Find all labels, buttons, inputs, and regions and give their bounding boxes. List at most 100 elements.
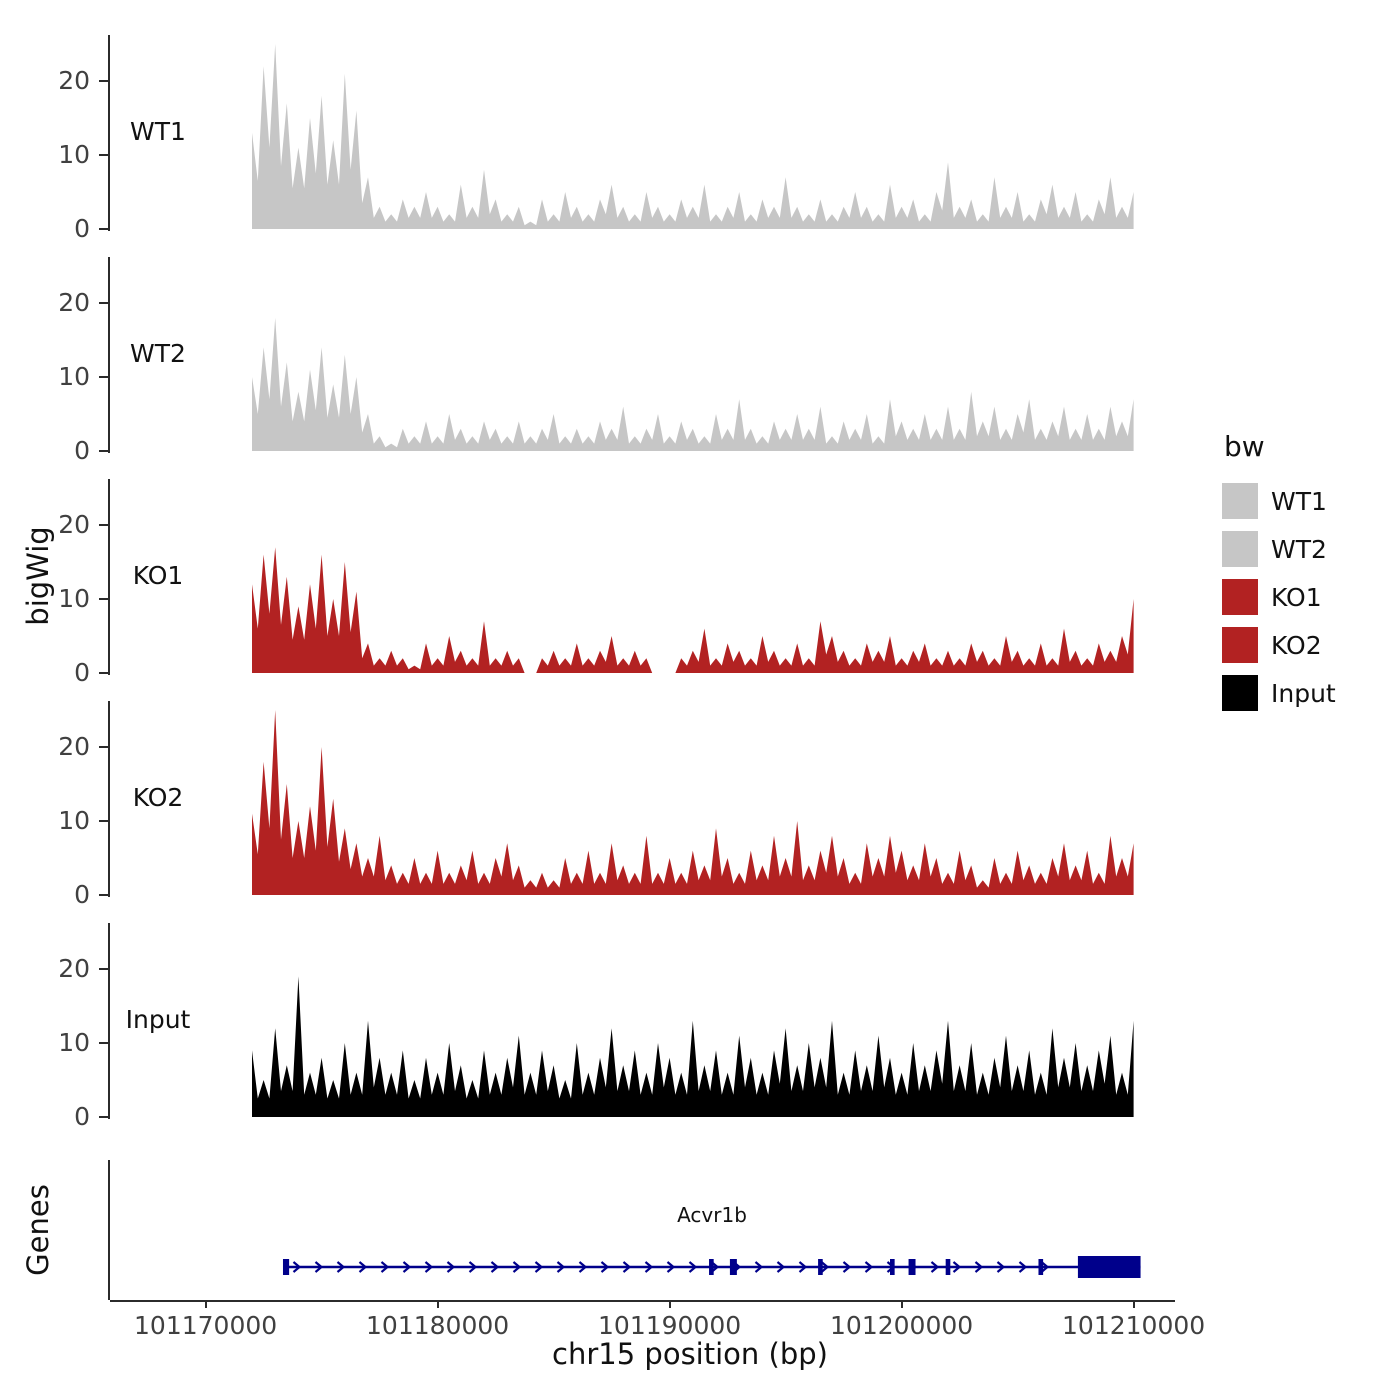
strand-arrow-icon	[292, 1261, 302, 1273]
genes-panel-title: Genes	[21, 1184, 55, 1276]
facet-label-wt2: WT2	[130, 339, 186, 368]
strand-arrow-icon	[336, 1261, 346, 1273]
strand-arrow-icon	[930, 1261, 940, 1273]
gene-exon	[709, 1259, 714, 1275]
strand-arrow-icon	[754, 1261, 764, 1273]
x-axis-title: chr15 position (bp)	[552, 1337, 828, 1371]
y-tick-mark	[99, 968, 108, 970]
legend: bw WT1 WT2 KO1 KO2 Input	[1222, 430, 1336, 717]
y-tick-mark	[99, 228, 108, 230]
coverage-polygon-ko2	[252, 710, 1134, 895]
x-tick-label: 101200000	[830, 1311, 974, 1340]
track-y-axis-line	[108, 257, 110, 453]
x-tick-label: 101170000	[134, 1311, 278, 1340]
legend-title: bw	[1224, 430, 1265, 463]
gene-start-bar	[282, 1259, 286, 1275]
x-tick-mark	[900, 1300, 903, 1308]
legend-label: WT1	[1271, 486, 1327, 516]
x-tick-label: 101180000	[366, 1311, 510, 1340]
legend-label: Input	[1271, 678, 1336, 708]
strand-arrow-icon	[688, 1261, 698, 1273]
facet-label-ko2: KO2	[132, 783, 184, 812]
y-tick-mark	[99, 80, 108, 82]
y-tick-mark	[99, 376, 108, 378]
y-tick-mark	[99, 154, 108, 156]
legend-swatch-wt1	[1222, 483, 1258, 519]
legend-entry-wt2: WT2	[1222, 525, 1336, 573]
gene-name-label: Acvr1b	[677, 1203, 747, 1227]
strand-arrow-icon	[534, 1261, 544, 1273]
gene-exon	[818, 1259, 823, 1275]
x-tick-label: 101210000	[1062, 1311, 1206, 1340]
strand-arrow-icon	[820, 1261, 830, 1273]
strand-arrow-icon	[358, 1261, 368, 1273]
gene-exon	[729, 1259, 737, 1275]
coverage-polygon-input	[252, 976, 1134, 1117]
coverage-area-wt1	[252, 44, 1134, 229]
legend-label: KO2	[1271, 630, 1322, 660]
gene-exon	[945, 1259, 951, 1275]
y-tick-label: 20	[58, 510, 90, 539]
coverage-area-ko2	[252, 710, 1134, 895]
gene-model-svg	[282, 1256, 1141, 1278]
y-tick-mark	[99, 746, 108, 748]
y-tick-label: 0	[74, 214, 90, 243]
strand-arrow-icon	[578, 1261, 588, 1273]
strand-arrow-icon	[644, 1261, 654, 1273]
strand-arrow-icon	[424, 1261, 434, 1273]
strand-arrow-icon	[1018, 1261, 1028, 1273]
strand-arrow-icon	[974, 1261, 984, 1273]
strand-arrow-icon	[446, 1261, 456, 1273]
y-tick-label: 20	[58, 732, 90, 761]
coverage-polygon-wt2	[252, 317, 1134, 451]
y-tick-label: 0	[74, 436, 90, 465]
coverage-polygon-wt1	[252, 44, 1134, 229]
strand-arrow-icon	[380, 1261, 390, 1273]
legend-entry-input: Input	[1222, 669, 1336, 717]
strand-arrow-icon	[842, 1261, 852, 1273]
y-tick-label: 0	[74, 1102, 90, 1131]
track-y-axis-line	[108, 35, 110, 231]
strand-arrow-icon	[556, 1261, 566, 1273]
strand-arrow-icon	[864, 1261, 874, 1273]
facet-label-wt1: WT1	[130, 117, 186, 146]
facet-label-ko1: KO1	[132, 561, 184, 590]
strand-arrow-icon	[314, 1261, 324, 1273]
strand-arrow-icon	[776, 1261, 786, 1273]
gene-exon	[284, 1259, 290, 1275]
gene-exon	[1038, 1259, 1044, 1275]
strand-arrow-icon	[798, 1261, 808, 1273]
strand-arrow-icon	[952, 1261, 962, 1273]
x-axis-line	[110, 1300, 1175, 1302]
strand-arrow-icon	[996, 1261, 1006, 1273]
y-tick-label: 20	[58, 954, 90, 983]
strand-arrow-icon	[666, 1261, 676, 1273]
genes-axis-line	[108, 1160, 110, 1300]
gene-last-exon	[1077, 1256, 1141, 1278]
y-tick-label: 20	[58, 66, 90, 95]
strand-arrow-icon	[490, 1261, 500, 1273]
y-tick-mark	[99, 1042, 108, 1044]
x-tick-label: 101190000	[598, 1311, 742, 1340]
y-tick-label: 10	[58, 140, 90, 169]
y-tick-mark	[99, 820, 108, 822]
y-tick-label: 10	[58, 1028, 90, 1057]
y-tick-label: 10	[58, 362, 90, 391]
gene-exon	[890, 1259, 895, 1275]
y-tick-mark	[99, 894, 108, 896]
legend-label: KO1	[1271, 582, 1322, 612]
gene-exon	[908, 1259, 916, 1275]
coverage-area-wt2	[252, 317, 1134, 451]
legend-swatch-ko1	[1222, 579, 1258, 615]
y-tick-label: 0	[74, 658, 90, 687]
x-tick-mark	[668, 1300, 671, 1308]
legend-swatch-ko2	[1222, 627, 1258, 663]
coverage-area-input	[252, 976, 1134, 1117]
legend-entry-ko2: KO2	[1222, 621, 1336, 669]
strand-arrow-icon	[468, 1261, 478, 1273]
track-y-axis-line	[108, 923, 110, 1119]
strand-arrow-icon	[600, 1261, 610, 1273]
strand-arrow-icon	[402, 1261, 412, 1273]
y-tick-label: 20	[58, 288, 90, 317]
